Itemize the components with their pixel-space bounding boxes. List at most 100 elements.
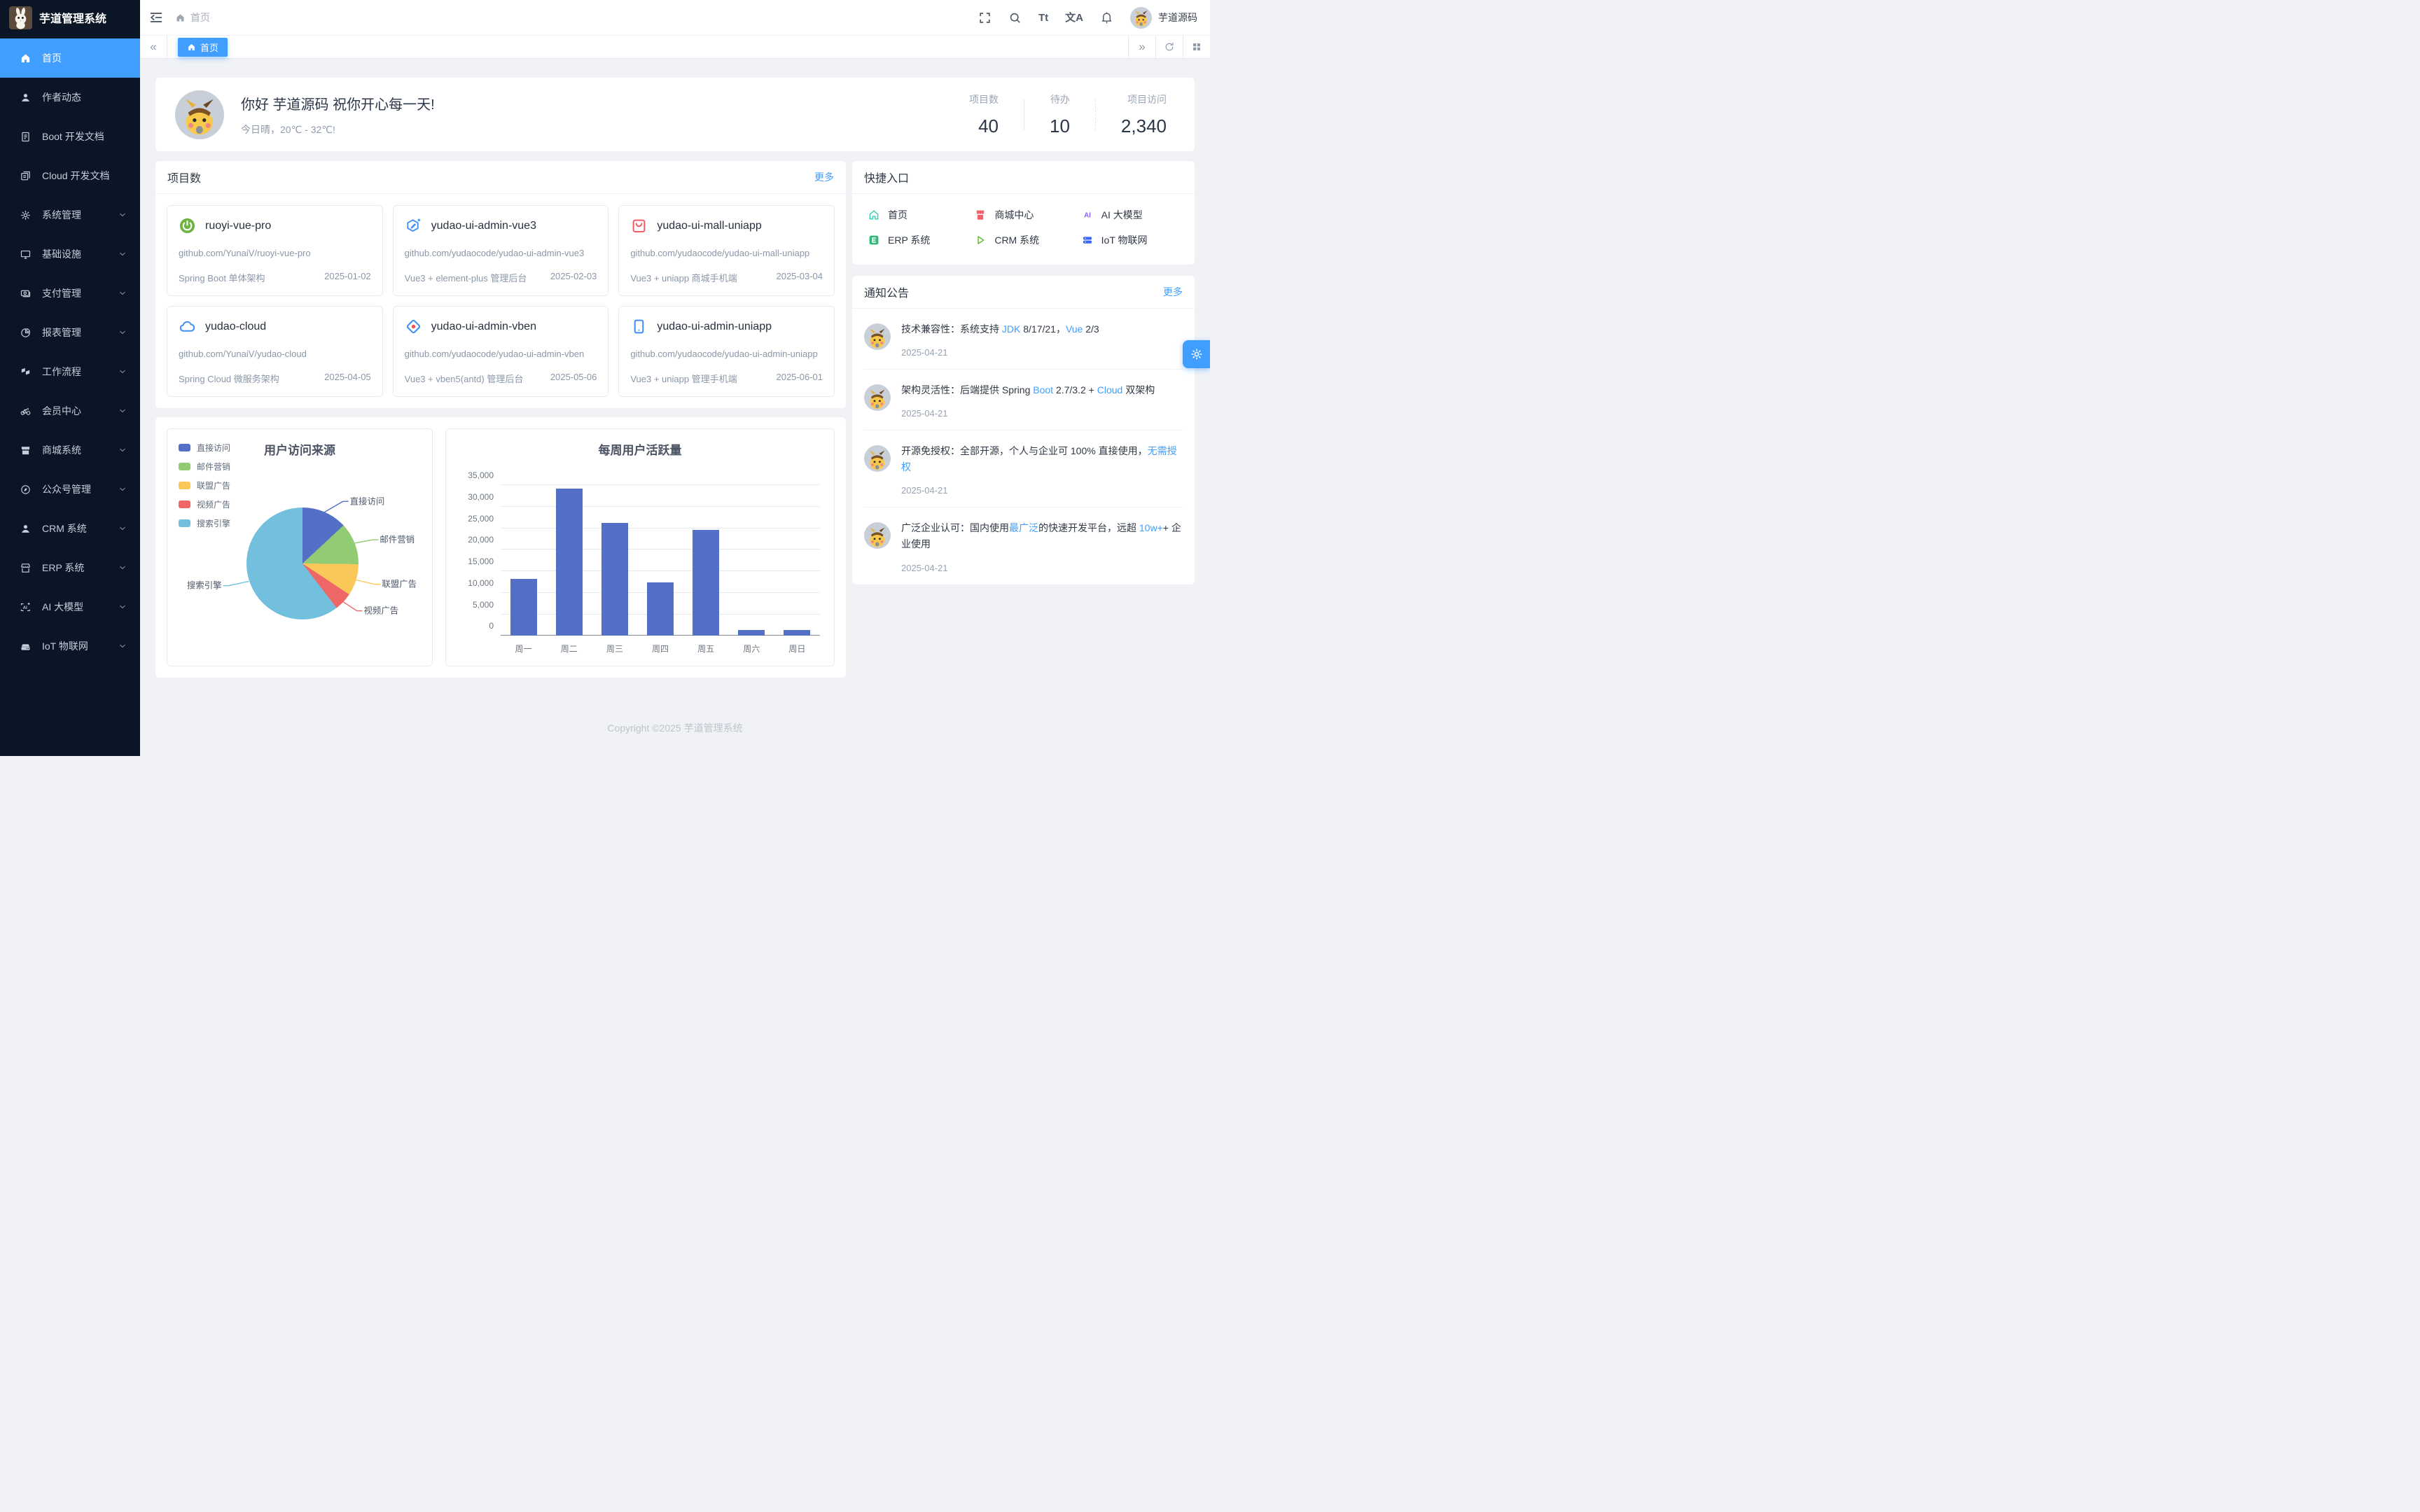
project-card-yudao-ui-admin-vben[interactable]: yudao-ui-admin-vben github.com/yudaocode/… [392, 306, 609, 398]
notice-item-2[interactable]: 架构灵活性：后端提供 Spring Boot 2.7/3.2 + Cloud 双… [864, 370, 1183, 431]
notice-avatar [864, 445, 891, 472]
projects-more-link[interactable]: 更多 [814, 172, 834, 183]
project-card-yudao-ui-admin-vue3[interactable]: yudao-ui-admin-vue3 github.com/yudaocode/… [392, 205, 609, 297]
bar[interactable] [555, 489, 583, 636]
sidebar-item-iot[interactable]: IoT 物联网 [0, 626, 140, 666]
menu-fold-icon[interactable] [148, 10, 164, 25]
shortcut-erp[interactable]: ERP 系统 [863, 233, 970, 247]
tabs-scroll-left-button[interactable]: « [140, 36, 167, 58]
x-tick-label: 周四 [651, 644, 669, 654]
legend-swatch [179, 444, 190, 452]
x-tick-label: 周三 [606, 644, 623, 654]
notice-title: 技术兼容性：系统支持 JDK 8/17/21，Vue 2/3 [901, 323, 1099, 335]
sidebar-item-crm[interactable]: CRM 系统 [0, 509, 140, 548]
bar-chart[interactable]: 0 5,000 10,000 15,000 20,000 25,000 30,000 35,0… [468, 470, 820, 654]
sidebar-item-report[interactable]: 报表管理 [0, 313, 140, 352]
shortcut-crm[interactable]: CRM 系统 [970, 233, 1076, 247]
rabbit-logo-image [9, 6, 32, 29]
shortcut-mall-center[interactable]: 商城中心 [970, 208, 1076, 222]
project-desc: Vue3 + vben5(antd) 管理后台 [404, 374, 524, 385]
refresh-tab-button[interactable] [1155, 36, 1183, 58]
sidebar-item-mp[interactable]: 公众号管理 [0, 470, 140, 509]
sidebar-item-infra[interactable]: 基础设施 [0, 234, 140, 274]
svg-text:AI: AI [1084, 211, 1091, 219]
sidebar-item-label: 首页 [42, 52, 62, 64]
greeting-title: 你好 芋道源码 祝你开心每一天! [241, 97, 435, 113]
notification-bell-icon[interactable] [1100, 11, 1113, 24]
home-icon [175, 13, 186, 23]
project-card-ruoyi-vue-pro[interactable]: ruoyi-vue-pro github.com/YunaiV/ruoyi-vue… [167, 205, 383, 297]
legend-swatch [179, 500, 190, 509]
settings-gear-button[interactable] [1183, 340, 1210, 368]
legend-item[interactable]: 视频广告 [179, 498, 230, 510]
pie-chart[interactable] [246, 507, 359, 620]
bar[interactable] [601, 522, 628, 636]
stat-0: 项目数 40 [944, 92, 1024, 137]
project-desc: Vue3 + uniapp 商城手机端 [630, 273, 737, 284]
tabs-scroll-right-button[interactable]: » [1128, 36, 1155, 58]
chevron-down-icon [118, 328, 127, 337]
language-icon[interactable]: 文A [1065, 11, 1083, 24]
project-url: github.com/yudaocode/yudao-ui-admin-vben [404, 349, 585, 360]
bar[interactable] [646, 582, 674, 636]
font-size-icon[interactable]: Tt [1038, 11, 1049, 24]
svg-text:直接访问: 直接访问 [350, 496, 385, 507]
projects-grid: ruoyi-vue-pro github.com/YunaiV/ruoyi-vue… [155, 194, 846, 408]
project-card-yudao-ui-mall-uniapp[interactable]: yudao-ui-mall-uniapp github.com/yudaocode… [618, 205, 835, 297]
document-icon [20, 131, 32, 143]
sidebar-item-ai[interactable]: AI AI 大模型 [0, 587, 140, 626]
bar[interactable] [738, 630, 765, 636]
app-logo[interactable]: 芋道管理系统 [0, 0, 140, 35]
breadcrumb[interactable]: 首页 [175, 10, 210, 24]
sidebar-item-label: IoT 物联网 [42, 640, 88, 652]
legend-item[interactable]: 直接访问 [179, 442, 230, 454]
chevron-down-icon [118, 563, 127, 573]
project-card-yudao-cloud[interactable]: yudao-cloud github.com/YunaiV/yudao-cloud… [167, 306, 383, 398]
shortcut-home[interactable]: 首页 [863, 208, 970, 222]
sidebar-item-mall[interactable]: 商城系统 [0, 430, 140, 470]
sidebar-item-member[interactable]: 会员中心 [0, 391, 140, 430]
pie-chart-card: 用户访问来源 直接访问 邮件营销 联盟广告 视频广告 搜索引擎 直接访问 邮件营销 联盟广告… [167, 428, 433, 667]
tab-label: 首页 [200, 42, 219, 53]
bar[interactable] [693, 529, 720, 636]
shortcuts-panel-title: 快捷入口 [864, 173, 910, 185]
project-name: yudao-cloud [205, 320, 267, 332]
layout-grid-button[interactable] [1183, 36, 1210, 58]
ai-frame-icon: AI [20, 601, 32, 613]
sc-crm-icon [974, 234, 987, 246]
sidebar-item-label: ERP 系统 [42, 562, 85, 573]
sidebar-item-home[interactable]: 首页 [0, 38, 140, 78]
sidebar-item-cloud-docs[interactable]: Cloud 开发文档 [0, 156, 140, 195]
project-url: github.com/yudaocode/yudao-ui-mall-uniap… [630, 248, 810, 258]
shortcut-ai-model[interactable]: AI AI 大模型 [1077, 208, 1183, 222]
y-tick-label: 35,000 [468, 470, 494, 481]
notices-more-link[interactable]: 更多 [1163, 286, 1183, 298]
y-tick-label: 0 [489, 621, 494, 631]
notice-item-3[interactable]: 开源免授权：全部开源，个人与企业可 100% 直接使用，无需授权 2025-04-… [864, 430, 1183, 508]
tab-home[interactable]: 首页 [178, 37, 228, 57]
bar[interactable] [784, 630, 811, 636]
search-icon[interactable] [1008, 11, 1022, 24]
sidebar-item-workflow[interactable]: 工作流程 [0, 352, 140, 391]
chevron-down-icon [118, 445, 127, 455]
notice-item-4[interactable]: 广泛企业认可：国内使用最广泛的快速开发平台，远超 10w++ 企业使用 2025-… [864, 507, 1183, 584]
chevron-down-icon [118, 524, 127, 533]
chevron-down-icon [118, 210, 127, 220]
sidebar-item-system[interactable]: 系统管理 [0, 195, 140, 234]
sidebar-item-author-news[interactable]: 作者动态 [0, 78, 140, 117]
legend-item[interactable]: 搜索引擎 [179, 517, 230, 529]
cloud-icon [179, 318, 196, 335]
user-menu[interactable]: 芋道源码 [1130, 6, 1197, 29]
sidebar-item-boot-docs[interactable]: Boot 开发文档 [0, 117, 140, 156]
sidebar-item-erp[interactable]: ERP 系统 [0, 548, 140, 587]
stat-label: 项目数 [969, 93, 999, 105]
sidebar-item-pay[interactable]: 支付管理 [0, 274, 140, 313]
shortcut-iot[interactable]: IoT 物联网 [1077, 233, 1183, 247]
legend-item[interactable]: 联盟广告 [179, 479, 230, 491]
fullscreen-icon[interactable] [978, 11, 992, 24]
legend-item[interactable]: 邮件营销 [179, 461, 230, 472]
vben-icon [405, 318, 422, 335]
project-card-yudao-ui-admin-uniapp[interactable]: yudao-ui-admin-uniapp github.com/yudaocod… [618, 306, 835, 398]
notice-item-1[interactable]: 技术兼容性：系统支持 JDK 8/17/21，Vue 2/3 2025-04-21 [864, 309, 1183, 370]
bar[interactable] [510, 578, 537, 636]
